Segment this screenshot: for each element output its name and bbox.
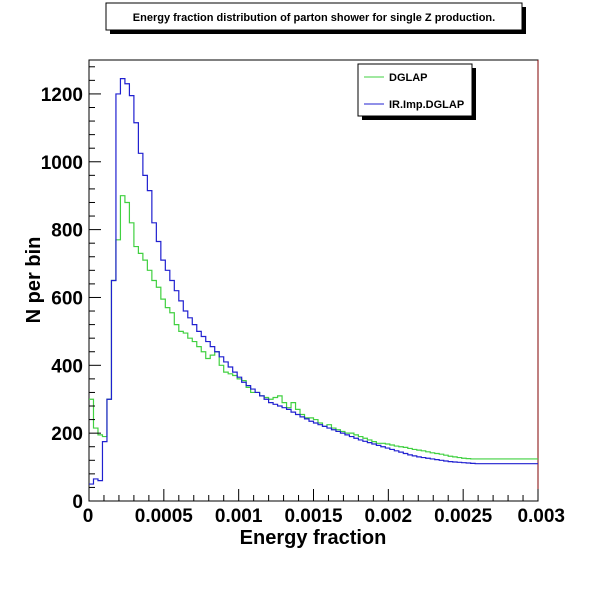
x-axis-title: Energy fraction <box>240 527 387 549</box>
legend-label-dglap: DGLAP <box>389 72 428 84</box>
x-tick-label: 0.0015 <box>284 506 343 527</box>
x-tick-label: 0 <box>83 506 94 527</box>
x-tick-label: 0.001 <box>215 506 263 527</box>
x-axis: 0 0.0005 0.001 0.0015 0.002 0.0025 0.003 <box>83 489 565 527</box>
y-tick-label: 400 <box>51 356 83 377</box>
x-tick-label: 0.0025 <box>434 506 493 527</box>
legend: DGLAP IR.Imp.DGLAP <box>357 63 476 120</box>
y-tick-label: 600 <box>51 288 83 309</box>
legend-label-ir-imp-dglap: IR.Imp.DGLAP <box>389 99 464 111</box>
y-tick-label: 800 <box>51 221 83 242</box>
series-line-ir-imp-dglap <box>89 78 538 485</box>
chart-title: Energy fraction distribution of parton s… <box>133 12 495 24</box>
series-line-dglap <box>89 195 538 460</box>
y-tick-label: 1000 <box>41 153 83 174</box>
plot-frame <box>88 59 539 502</box>
title-box <box>105 2 523 31</box>
x-tick-label: 0.0005 <box>135 506 194 527</box>
x-tick-label: 0.002 <box>365 506 413 527</box>
x-tick-label: 0.003 <box>517 506 565 527</box>
legend-box <box>357 63 473 117</box>
y-tick-label: 200 <box>51 424 83 445</box>
y-tick-label: 1200 <box>41 85 83 106</box>
y-axis-title: N per bin <box>23 237 45 324</box>
series-layer <box>89 78 538 485</box>
y-axis: 0 200 400 600 800 1000 1200 <box>41 66 101 513</box>
y-tick-label: 0 <box>72 492 83 513</box>
